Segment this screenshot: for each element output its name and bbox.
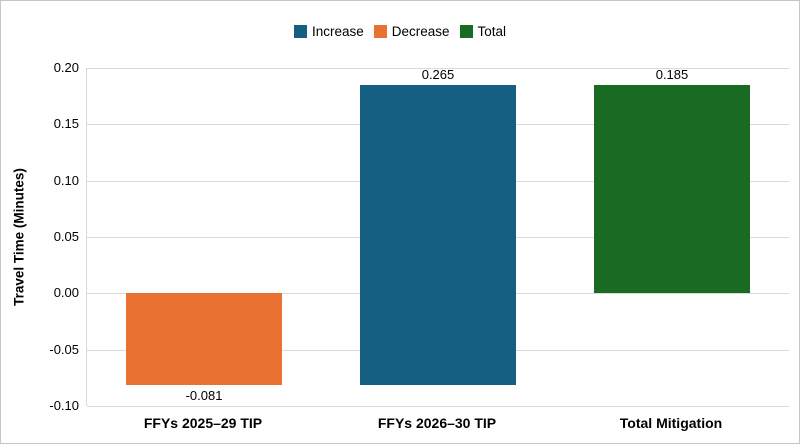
x-axis-category-label: Total Mitigation (619, 415, 723, 431)
bar-value-label: -0.081 (185, 387, 223, 403)
bar-decrease (126, 293, 282, 385)
y-axis-tick-label: -0.05 (49, 341, 79, 357)
y-axis-tick-label: 0.05 (53, 229, 79, 244)
y-axis-tick-label: 0.15 (53, 116, 79, 132)
y-axis-title: Travel Time (Minutes) (11, 168, 27, 306)
chart-legend: Increase Decrease Total (1, 24, 799, 39)
legend-label: Increase (311, 24, 364, 39)
gridline (87, 406, 789, 407)
bar-value-label: 0.265 (421, 66, 455, 82)
y-axis-tick-label: 0.00 (53, 285, 79, 301)
legend-swatch-icon (459, 25, 473, 38)
plot-area: -0.081 0.265 0.185 (86, 66, 789, 407)
legend-swatch-icon (293, 25, 307, 38)
y-axis-tick-label: 0.10 (53, 172, 79, 188)
legend-swatch-icon (373, 25, 387, 38)
legend-label: Total (477, 24, 507, 39)
bar-increase (360, 84, 516, 385)
x-axis-category-label: FFYs 2026–30 TIP (377, 415, 497, 431)
legend-item-decrease: Decrease (373, 24, 450, 39)
y-axis-tick-label: 0.20 (53, 60, 79, 75)
legend-item-increase: Increase (293, 24, 364, 39)
legend-label: Decrease (391, 24, 450, 39)
x-axis-category-label: FFYs 2025–29 TIP (143, 415, 263, 431)
y-axis-title-wrap: Travel Time (Minutes) (1, 68, 37, 406)
bar-value-label: 0.185 (655, 66, 689, 82)
bar-total (594, 84, 750, 294)
legend-item-total: Total (459, 24, 507, 39)
gridline (87, 68, 789, 69)
y-axis-tick-label: -0.10 (49, 398, 79, 413)
